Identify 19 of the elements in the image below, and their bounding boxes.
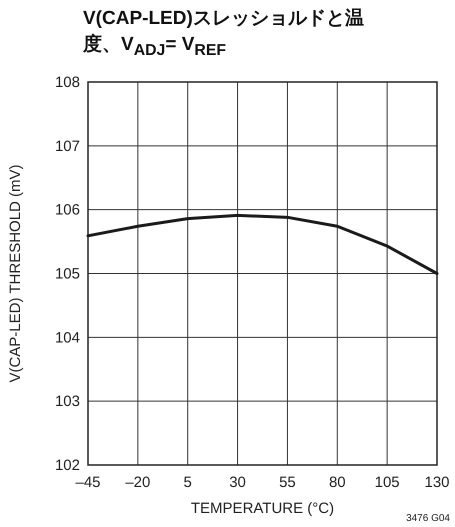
x-tick-label: 30	[229, 474, 246, 491]
y-tick-label: 102	[54, 457, 80, 474]
chart-title: V(CAP-LED)スレッショルドと温度、V$_{ADJ}$= V$_{REF}$	[83, 7, 365, 61]
x-tick-label: 80	[328, 474, 346, 491]
x-tick-label: –20	[125, 474, 150, 491]
y-tick-label: 105	[54, 266, 80, 282]
x-tick-label: 55	[279, 474, 296, 491]
y-axis-title: V(CAP-LED) THRESHOLD (mV)	[7, 164, 24, 383]
y-tick-label: 107	[54, 138, 80, 155]
y-tick-label: 106	[54, 202, 80, 219]
y-tick-label: 108	[54, 74, 80, 91]
x-tick-label: 130	[424, 474, 450, 491]
x-tick-label: –45	[75, 474, 101, 491]
text: 3476 G04	[406, 513, 450, 524]
x-tick-label: 105	[374, 474, 400, 491]
y-tick-label: 104	[54, 329, 80, 346]
x-axis-title: TEMPERATURE (°C)	[190, 500, 334, 517]
y-tick-label: 103	[54, 393, 80, 410]
x-tick-label: 5	[184, 474, 192, 491]
